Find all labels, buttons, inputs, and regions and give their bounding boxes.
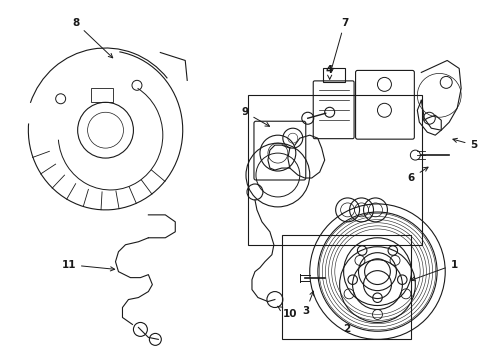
Text: 5: 5: [453, 138, 478, 150]
Bar: [323, 68, 344, 82]
Text: 11: 11: [61, 260, 115, 271]
Text: 2: 2: [343, 324, 350, 334]
Text: 6: 6: [408, 167, 428, 183]
Text: 7: 7: [330, 18, 348, 72]
Text: 8: 8: [72, 18, 113, 58]
Bar: [91, 88, 113, 102]
Text: 9: 9: [242, 107, 270, 126]
Bar: [248, 95, 422, 245]
Text: 4: 4: [326, 66, 333, 79]
Text: 3: 3: [302, 291, 314, 316]
Text: 1: 1: [411, 260, 458, 281]
Bar: [282, 235, 412, 339]
Text: 10: 10: [277, 306, 297, 319]
